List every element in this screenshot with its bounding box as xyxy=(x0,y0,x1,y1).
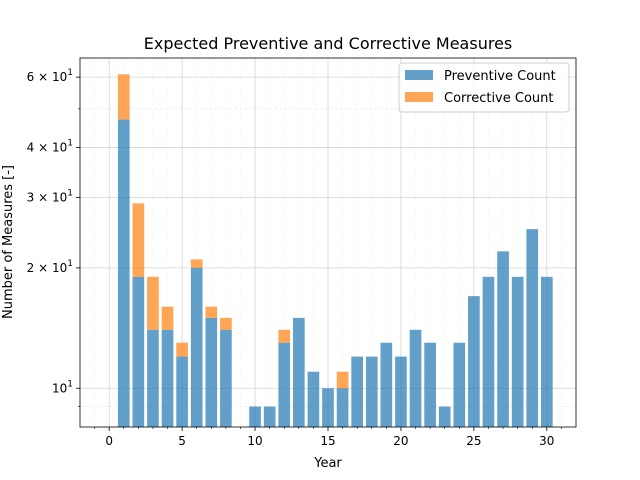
bars-layer xyxy=(117,74,553,428)
legend-label-corrective: Corrective Count xyxy=(444,91,554,106)
legend: Preventive Count Corrective Count xyxy=(398,62,570,113)
bar-preventive-year-19 xyxy=(380,342,393,427)
bar-preventive-year-5 xyxy=(176,356,188,427)
bar-corrective-year-12 xyxy=(278,329,291,343)
bar-preventive-year-11 xyxy=(263,406,276,427)
bar-preventive-year-3 xyxy=(147,329,159,427)
bar-preventive-year-27 xyxy=(497,251,509,427)
bar-corrective-year-16 xyxy=(336,371,349,389)
bar-preventive-year-30 xyxy=(540,276,553,427)
bar-preventive-year-2 xyxy=(132,276,145,427)
bar-preventive-year-6 xyxy=(190,267,203,427)
x-axis-label: Year xyxy=(313,456,342,471)
tick-label-y: 4 × 101 xyxy=(27,139,73,155)
bar-preventive-year-29 xyxy=(526,229,539,427)
bar-corrective-year-1 xyxy=(117,74,130,120)
bar-preventive-year-7 xyxy=(205,317,218,427)
bar-preventive-year-13 xyxy=(292,317,305,427)
tick-label-y: 6 × 101 xyxy=(27,68,73,84)
bar-corrective-year-8 xyxy=(220,317,232,330)
bar-preventive-year-12 xyxy=(278,342,291,427)
tick-label-x: 20 xyxy=(393,434,408,448)
bar-preventive-year-20 xyxy=(395,356,407,427)
y-axis-label: Number of Measures [-] xyxy=(1,165,16,319)
bar-preventive-year-17 xyxy=(351,356,364,427)
tick-label-x: 0 xyxy=(105,434,113,448)
bar-preventive-year-25 xyxy=(468,296,480,427)
bar-preventive-year-16 xyxy=(336,388,349,427)
bar-preventive-year-22 xyxy=(424,342,436,427)
legend-swatch-preventive xyxy=(405,70,433,80)
bar-preventive-year-23 xyxy=(438,406,451,427)
bar-preventive-year-18 xyxy=(365,356,378,427)
legend-box xyxy=(398,62,570,113)
bar-preventive-year-10 xyxy=(249,406,261,427)
bar-preventive-year-1 xyxy=(117,119,130,428)
tick-label-x: 25 xyxy=(466,434,481,448)
bar-preventive-year-26 xyxy=(482,276,495,427)
tick-label-x: 15 xyxy=(320,434,335,448)
tick-label-y: 3 × 101 xyxy=(27,189,73,205)
chart-title: Expected Preventive and Corrective Measu… xyxy=(144,34,513,53)
bar-preventive-year-28 xyxy=(511,276,524,427)
bar-corrective-year-5 xyxy=(176,342,188,357)
bar-corrective-year-2 xyxy=(132,203,145,277)
tick-label-x: 5 xyxy=(178,434,186,448)
tick-label-x: 30 xyxy=(539,434,554,448)
bar-corrective-year-3 xyxy=(147,276,159,330)
tick-label-y: 101 xyxy=(52,379,73,395)
ticks-layer: 0 5 10 15 20 25 30 101 2 × 101 3 × 101 4 × 101 6 × … xyxy=(27,68,562,448)
bar-preventive-year-8 xyxy=(220,329,232,427)
bar-corrective-year-7 xyxy=(205,306,218,318)
tick-label-x: 10 xyxy=(247,434,262,448)
bar-preventive-year-21 xyxy=(409,329,422,427)
bar-corrective-year-4 xyxy=(161,306,174,330)
bar-preventive-year-14 xyxy=(307,371,320,427)
tick-label-y: 2 × 101 xyxy=(27,259,73,275)
bar-corrective-year-6 xyxy=(190,259,203,268)
bar-preventive-year-4 xyxy=(161,329,174,427)
legend-swatch-corrective xyxy=(405,92,433,102)
bar-preventive-year-15 xyxy=(322,388,334,427)
bar-preventive-year-24 xyxy=(453,342,466,427)
legend-label-preventive: Preventive Count xyxy=(444,69,556,84)
